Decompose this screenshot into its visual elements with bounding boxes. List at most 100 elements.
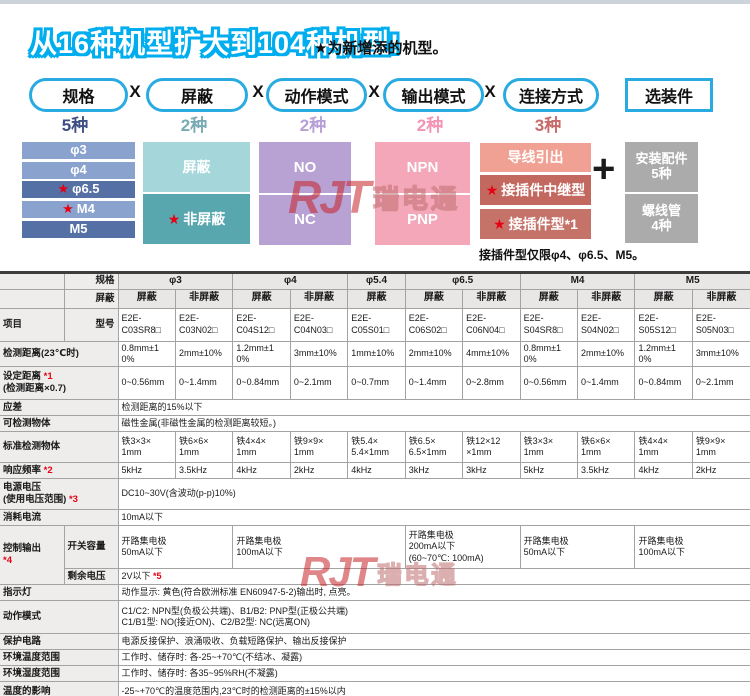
multiply-separator: X: [484, 82, 496, 101]
value-cell: 铁9×9× 1mm: [691, 431, 750, 463]
model-cell: E2E- C05S01□: [347, 307, 406, 342]
footnote-mark: *3: [68, 494, 78, 505]
spec-table: 规格 φ3 φ4 φ5.4 φ6.5 M4 M5 屏蔽 屏蔽 非屏蔽 屏蔽 非屏蔽 屏蔽 屏蔽 非屏蔽 屏蔽非…: [0, 271, 750, 696]
option-box-label: 螺线管 4种: [641, 202, 681, 233]
count-label: 2种: [180, 116, 208, 135]
value-cell: 铁5.4× 5.4×1mm: [347, 431, 406, 463]
shield-header: 非屏蔽: [174, 288, 234, 309]
connection-box-label: 导线引出: [507, 149, 564, 166]
spec-group-header: M4: [519, 272, 636, 290]
model-cell: E2E- S05S12□: [634, 307, 693, 342]
value-cell: 5kHz: [117, 462, 176, 479]
category-oval: 动作模式: [266, 78, 367, 112]
mode-box-label: NO: [293, 158, 317, 176]
multiply-separator: X: [129, 82, 141, 101]
value-cell: 铁4×4× 1mm: [232, 431, 291, 463]
value-cell: 2kHz: [691, 462, 750, 479]
value-cell: 0~0.56mm: [519, 366, 579, 400]
footnote-mark: *2: [43, 464, 53, 476]
option-box: 螺线管 4种: [625, 194, 698, 243]
model-cell: E2E- S04SR8□: [519, 307, 579, 342]
value-cell: 工作时、储存时: 各35~95%RH(不凝露): [117, 665, 750, 682]
output-box-label: PNP: [407, 211, 438, 229]
top-strip: [0, 0, 750, 4]
row-label: 检测距离(23℃时): [0, 340, 119, 367]
connection-box-label: 接插件中继型: [501, 181, 586, 198]
count-label: 2种: [299, 116, 327, 135]
value-cell: 0~0.7mm: [347, 366, 406, 400]
value-cell: 检测距离的15%以下: [117, 399, 750, 416]
value-cell: 0~1.4mm: [174, 366, 234, 400]
model-cell: E2E- C06S02□: [404, 307, 464, 342]
value-cell: 1.2mm±10%: [634, 340, 693, 367]
spec-box-label: M4: [76, 201, 95, 217]
connection-box: ★ 接插件中继型: [480, 175, 591, 205]
model-cell: E2E- C03N02□: [174, 307, 234, 342]
value-cell: DC10~30V(含波动(p-p)10%): [117, 478, 750, 510]
value-cell: 0~0.84mm: [634, 366, 693, 400]
value-cell: 3.5kHz: [174, 462, 234, 479]
page-title: 从16种机型扩大到104种机型!: [30, 29, 401, 59]
output-box-label: NPN: [406, 158, 439, 176]
shield-header: 屏蔽: [634, 288, 693, 309]
model-cell: E2E- C04S12□: [232, 307, 291, 342]
spec-box: ★ M4: [22, 201, 135, 218]
output-box: PNP: [375, 195, 470, 245]
row-label: 动作模式: [0, 600, 119, 634]
value-cell: 4mm±10%: [462, 340, 521, 367]
table-corner: [0, 288, 65, 309]
category-oval: 屏蔽: [146, 78, 248, 112]
row-label: 温度的影响: [0, 681, 119, 696]
value-cell: 铁4×4× 1mm: [634, 431, 693, 463]
row-label: 应差: [0, 399, 119, 416]
value-cell: 2kHz: [289, 462, 349, 479]
star-icon: ★: [485, 181, 499, 198]
connection-box-label: 接插件型*1: [508, 215, 578, 232]
option-box-label: 安装配件 5种: [635, 151, 688, 181]
spec-group-header: M5: [634, 272, 750, 290]
shield-header: 屏蔽: [404, 288, 464, 309]
row-label: 保护电路: [0, 633, 119, 650]
spec-group-header: φ4: [232, 272, 349, 290]
value-cell: 动作显示: 黄色(符合欧洲标准 EN60947-5-2)输出时, 点亮。: [117, 584, 750, 601]
value-cell: 1.2mm±10%: [232, 340, 291, 367]
count-label: 5种: [61, 116, 89, 135]
row-label: 环境湿度范围: [0, 665, 119, 682]
shield-header: 非屏蔽: [289, 288, 349, 309]
connection-box: 导线引出: [480, 143, 591, 172]
spec-box-label: φ4: [70, 162, 87, 178]
multiply-separator: X: [368, 82, 380, 101]
row-sublabel: 开关容量: [63, 525, 119, 569]
mode-box: NC: [259, 195, 351, 245]
mode-box: NO: [259, 142, 351, 193]
footnote-mark: *5: [153, 570, 162, 581]
shield-box: 屏蔽: [143, 142, 250, 192]
row-label: 设定距离 *1 (检测距离×0.7): [0, 366, 119, 400]
spec-box: φ3: [22, 142, 135, 159]
new-model-note: ★为新增添的机型。: [314, 40, 448, 57]
star-icon: ★: [167, 210, 181, 227]
model-cell: E2E- C04N03□: [289, 307, 349, 342]
value-cell: 3.5kHz: [577, 462, 636, 479]
model-cell: E2E- C06N04□: [462, 307, 521, 342]
value-cell: 3mm±10%: [289, 340, 349, 367]
plus-icon: +: [592, 147, 616, 191]
table-corner: [0, 272, 65, 290]
shield-box-label: 非屏蔽: [183, 210, 226, 227]
spec-group-header: φ5.4: [347, 272, 406, 290]
value-cell: 开路集电极 100mA以下: [634, 525, 750, 569]
model-cell: E2E- S05N03□: [691, 307, 750, 342]
value-cell: 10mA以下: [117, 509, 750, 526]
model-cell: E2E- C03SR8□: [117, 307, 176, 342]
category-oval: 规格: [29, 78, 128, 112]
value-cell: 4kHz: [232, 462, 291, 479]
row-label: 响应频率 *2: [0, 462, 119, 479]
value-cell: 开路集电极 50mA以下: [117, 525, 234, 569]
shield-header: 屏蔽: [519, 288, 579, 309]
value-cell: 0~2.1mm: [289, 366, 349, 400]
row-label: 标准检测物体: [0, 431, 119, 463]
row-label: 消耗电流: [0, 509, 119, 526]
spec-box: φ4: [22, 162, 135, 179]
value-cell: 5kHz: [519, 462, 579, 479]
